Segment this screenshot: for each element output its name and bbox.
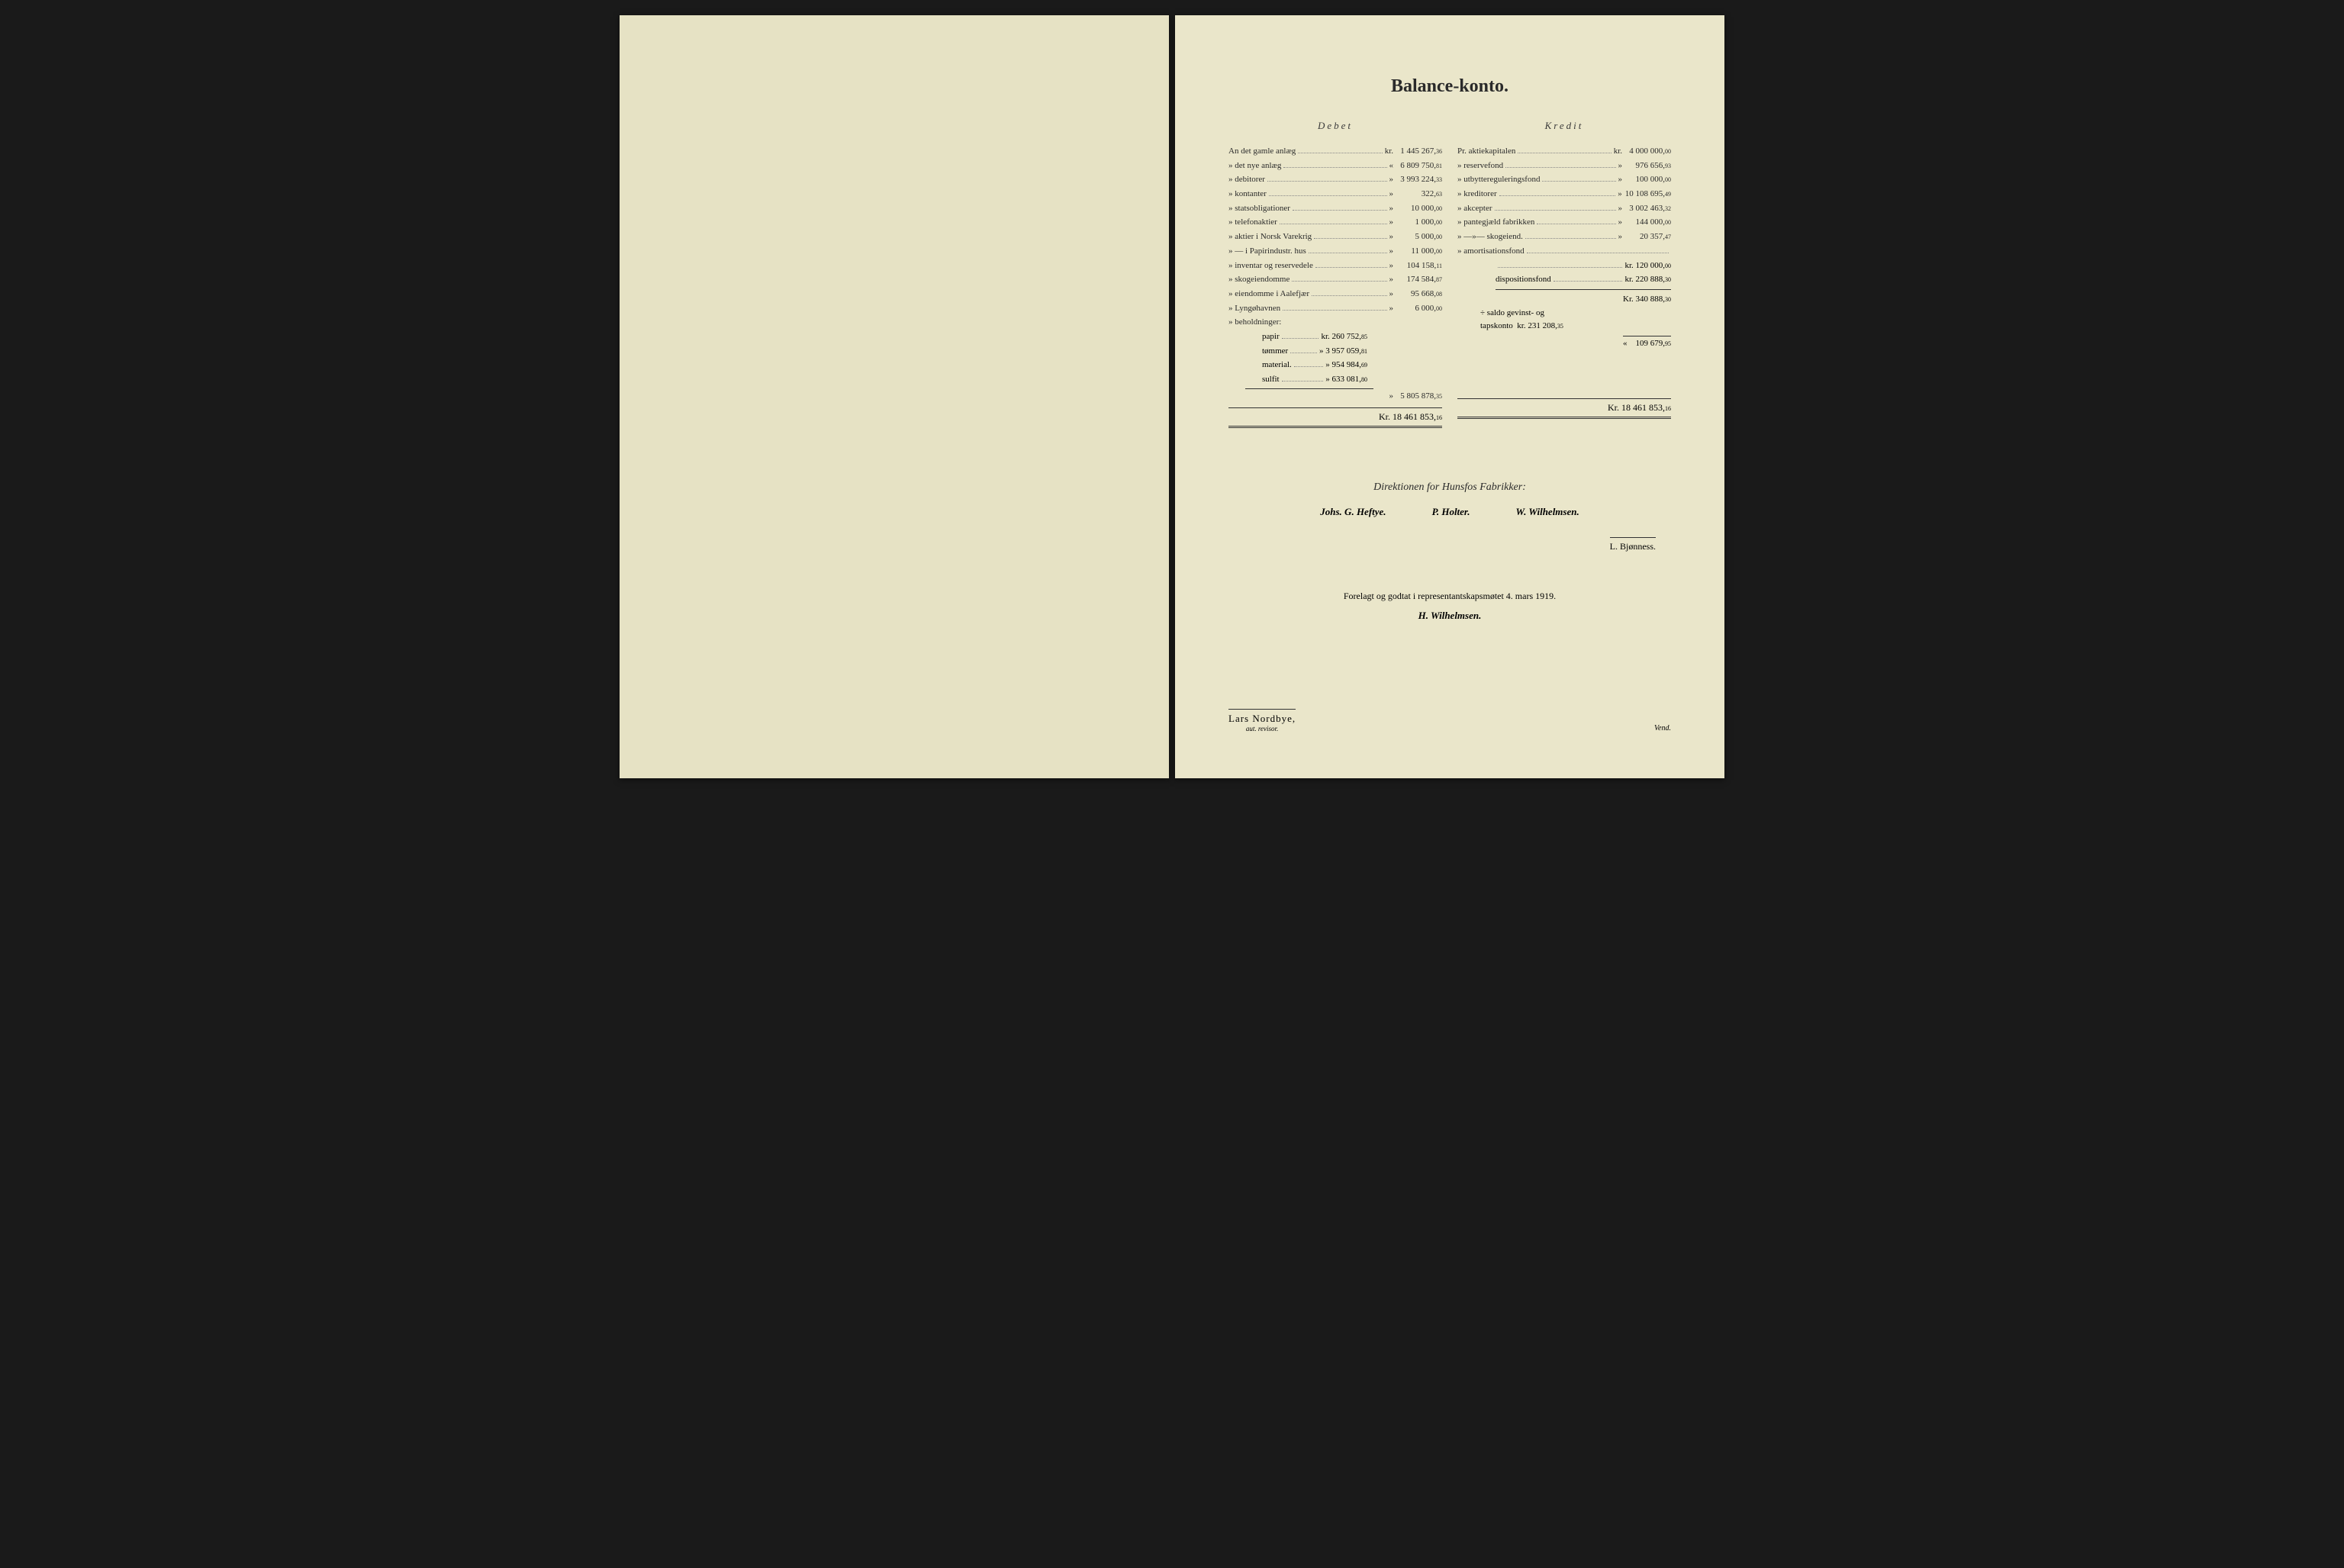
- balance-line: An det gamle anlægkr.1 445 267,36: [1228, 144, 1442, 159]
- beholdninger-header: » beholdninger:: [1228, 315, 1442, 330]
- amort-sum: Kr. 340 888,30: [1496, 289, 1671, 307]
- kredit-column: Kredit Pr. aktiekapitalenkr.4 000 000,00…: [1457, 120, 1671, 428]
- saldo-block: ÷ saldo gevinst- og tapskonto kr. 231 20…: [1457, 307, 1671, 333]
- right-signature: L. Bjønness.: [1228, 541, 1671, 552]
- signature-1: Johs. G. Heftye.: [1320, 506, 1386, 518]
- balance-line: » —»— skogeiend.»20 357,47: [1457, 230, 1671, 244]
- kredit-header: Kredit: [1457, 120, 1671, 132]
- balance-line: » debitorer»3 993 224,33: [1228, 172, 1442, 187]
- signature-3: W. Wilhelmsen.: [1516, 506, 1579, 518]
- debet-column: Debet An det gamle anlægkr.1 445 267,36»…: [1228, 120, 1442, 428]
- balance-line: » reservefond»976 656,93: [1457, 159, 1671, 173]
- kredit-total: Kr. 18 461 853,16: [1457, 398, 1671, 419]
- balance-line: » det nye anlæg«6 809 750,81: [1228, 159, 1442, 173]
- balance-line: » kontanter»322,63: [1228, 187, 1442, 201]
- balance-line: » kreditorer»10 108 695,49: [1457, 187, 1671, 201]
- balance-line: » utbyttereguleringsfond»100 000,00: [1457, 172, 1671, 187]
- balance-line: » skogeiendomme»174 584,87: [1228, 272, 1442, 287]
- beholdning-line: papirkr. 260 752,85: [1245, 330, 1367, 344]
- vend-label: Vend.: [1654, 724, 1671, 732]
- forelagt-text: Forelagt og godtat i representantskapsmø…: [1228, 591, 1671, 602]
- balance-line: » pantegjæld fabrikken»144 000,00: [1457, 215, 1671, 230]
- beholdninger-sum: » 5 805 878,35: [1228, 389, 1442, 404]
- balance-line: » statsobligationer»10 000,00: [1228, 201, 1442, 216]
- debet-total: Kr. 18 461 853,16: [1228, 407, 1442, 428]
- balance-line: » eiendomme i Aalefjær»95 668,08: [1228, 287, 1442, 301]
- balance-line: » Lyngøhavnen»6 000,00: [1228, 301, 1442, 316]
- balance-line: » inventar og reservedele»104 158,11: [1228, 259, 1442, 273]
- amort-sub-2: dispositionsfond kr. 220 888,30: [1496, 272, 1671, 287]
- amortisation-line: » amortisationsfond: [1457, 244, 1671, 259]
- balance-line: » — i Papirindustr. hus»11 000,00: [1228, 244, 1442, 259]
- signature-2: P. Holter.: [1432, 506, 1470, 518]
- balance-line: Pr. aktiekapitalenkr.4 000 000,00: [1457, 144, 1671, 159]
- balance-line: » akcepter»3 002 463,32: [1457, 201, 1671, 216]
- balance-line: » telefonaktier»1 000,00: [1228, 215, 1442, 230]
- debet-header: Debet: [1228, 120, 1442, 132]
- auditor-block: Lars Nordbye, aut. revisor.: [1228, 709, 1296, 732]
- signatures-row: Johs. G. Heftye. P. Holter. W. Wilhelmse…: [1228, 506, 1671, 518]
- balance-line: » aktier i Norsk Varekrig»5 000,00: [1228, 230, 1442, 244]
- page-footer: Lars Nordbye, aut. revisor. Vend.: [1228, 709, 1671, 732]
- page-title: Balance-konto.: [1228, 76, 1671, 97]
- left-page: [620, 15, 1169, 778]
- beholdning-line: sulfit» 633 081,80: [1245, 372, 1367, 387]
- amort-sub-1: kr. 120 000,00: [1496, 259, 1671, 273]
- beholdning-line: material.» 954 984,69: [1245, 358, 1367, 372]
- right-page: Balance-konto. Debet An det gamle anlægk…: [1175, 15, 1724, 778]
- direktion-heading: Direktionen for Hunsfos Fabrikker:: [1228, 481, 1671, 494]
- beholdning-line: tømmer» 3 957 059,81: [1245, 344, 1367, 359]
- balance-columns: Debet An det gamle anlægkr.1 445 267,36»…: [1228, 120, 1671, 428]
- book-spread: Balance-konto. Debet An det gamle anlægk…: [620, 15, 1724, 778]
- forelagt-signature: H. Wilhelmsen.: [1228, 610, 1671, 622]
